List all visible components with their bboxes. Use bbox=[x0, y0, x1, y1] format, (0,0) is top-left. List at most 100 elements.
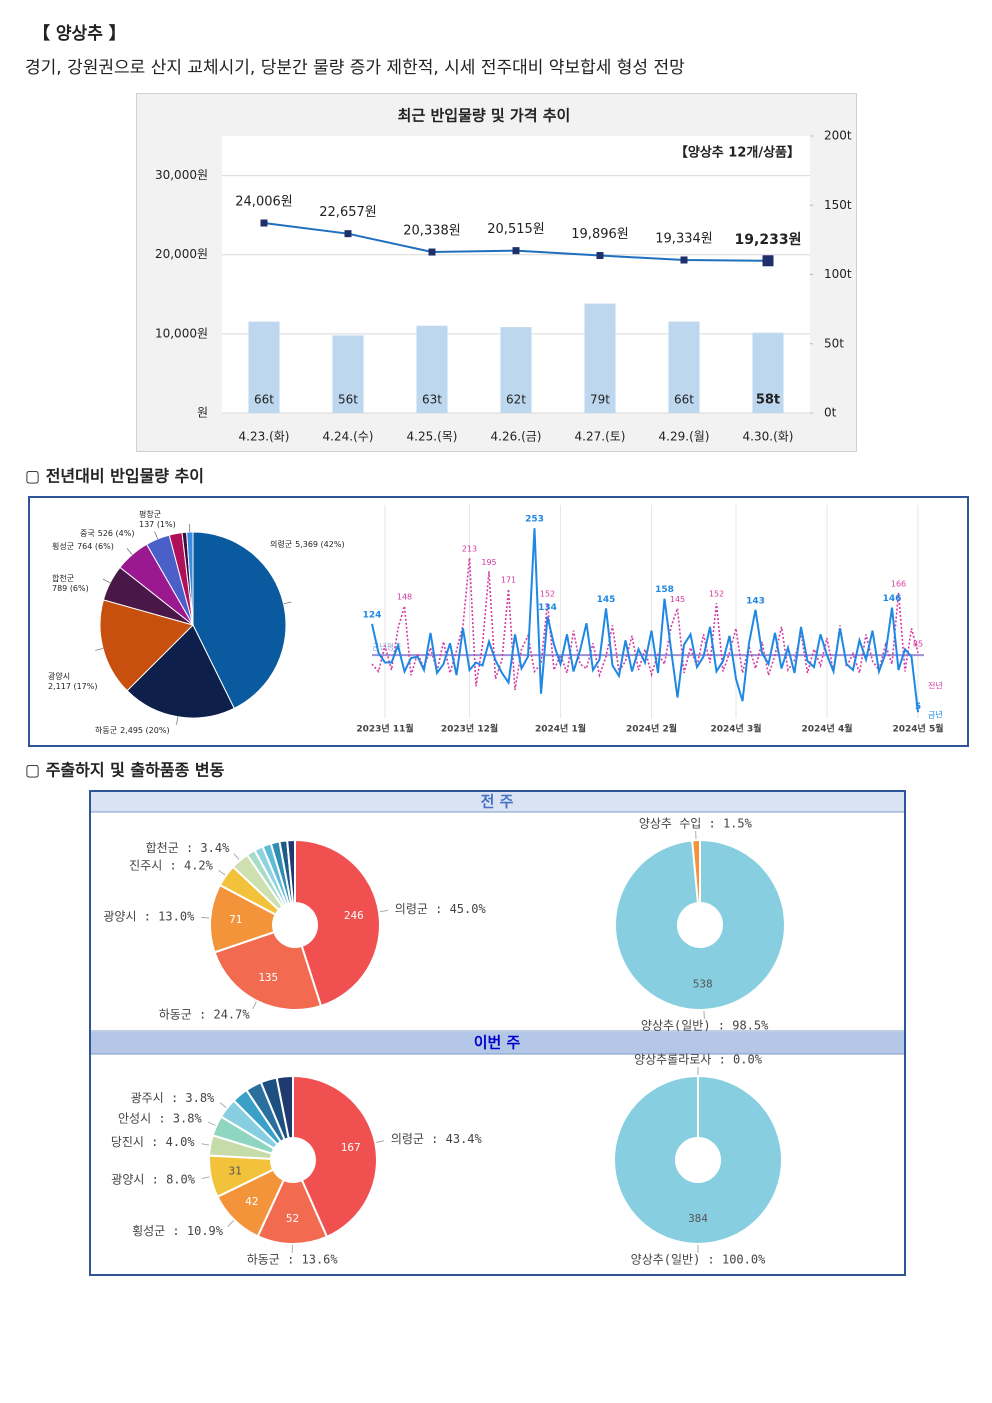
annotation: 금년평균 bbox=[372, 642, 401, 652]
leader-line bbox=[379, 910, 388, 913]
data-label: 166 bbox=[891, 579, 906, 588]
data-label: 384 bbox=[688, 1212, 708, 1225]
y-tick-label: 원 bbox=[197, 406, 208, 420]
bar bbox=[248, 321, 280, 413]
data-label: 246 bbox=[344, 909, 364, 922]
x-tick-label: 4.30.(화) bbox=[743, 430, 794, 444]
marker bbox=[512, 247, 520, 255]
x-tick-label: 2024년 4월 bbox=[801, 723, 852, 735]
x-tick-label: 2024년 3월 bbox=[710, 723, 761, 735]
data-label: 79t bbox=[590, 393, 610, 407]
value-label: 2,495 (20%) bbox=[120, 726, 169, 735]
slice bbox=[294, 838, 381, 1008]
slice-label: 하동군 2,495 (20%) bbox=[95, 725, 170, 735]
data-label: 167 bbox=[341, 1141, 361, 1154]
panel-title: 전 주 bbox=[481, 793, 514, 811]
leader-line bbox=[95, 648, 104, 651]
section-heading: ▢ 전년대비 반입물량 추이 bbox=[25, 467, 204, 486]
slice bbox=[614, 838, 786, 1011]
category-label: 양상추(일반) : 100.0% bbox=[631, 1253, 766, 1267]
legend-label: 전년 bbox=[928, 681, 943, 691]
marker bbox=[260, 219, 268, 227]
panel-title: 이번 주 bbox=[474, 1034, 521, 1052]
bar bbox=[500, 327, 532, 413]
leader-line bbox=[102, 578, 111, 584]
x-tick-label: 2024년 5월 bbox=[892, 723, 943, 735]
slice-label: 중국 526 (4%) bbox=[80, 529, 134, 538]
category-label: 하동군 : 13.6% bbox=[247, 1252, 339, 1266]
data-label: 213 bbox=[462, 544, 477, 553]
value-label: 764 (6%) bbox=[77, 542, 114, 551]
data-label: 134 bbox=[538, 603, 557, 613]
bar bbox=[752, 332, 784, 413]
category-label: 평창군 bbox=[139, 509, 161, 519]
data-label: 63t bbox=[422, 393, 442, 407]
category-label: 횡성군 bbox=[52, 541, 74, 551]
x-tick-label: 4.26.(금) bbox=[491, 430, 542, 444]
leader-line bbox=[227, 1220, 234, 1227]
x-tick-label: 2023년 12월 bbox=[441, 723, 498, 735]
value-label: 137 (1%) bbox=[139, 520, 176, 529]
category-label: 의령군 : 45.0% bbox=[395, 902, 487, 916]
leader-line bbox=[126, 548, 133, 555]
data-label: 19,334원 bbox=[655, 231, 712, 246]
slice-label: 합천군 789 (6%) bbox=[52, 573, 89, 593]
panel-header bbox=[91, 792, 904, 812]
data-label: 195 bbox=[481, 558, 496, 567]
data-label: 253 bbox=[525, 515, 544, 525]
slice-label: 광양시 2,117 (17%) bbox=[48, 671, 97, 691]
category-label: 진주시 : 4.2% bbox=[129, 859, 213, 873]
data-label: 538 bbox=[693, 977, 713, 990]
y-tick-label: 10,000원 bbox=[155, 326, 208, 340]
leader-line bbox=[376, 1140, 385, 1143]
annotation: 【양상추 12개/상품】 bbox=[675, 145, 800, 161]
slice-label: 횡성군 764 (6%) bbox=[52, 541, 114, 551]
data-label: 42 bbox=[245, 1195, 258, 1208]
category-label: 광양시 : 13.0% bbox=[103, 909, 195, 923]
title: 【 양상추 】 bbox=[33, 23, 126, 44]
x-tick-label: 2024년 1월 bbox=[535, 723, 586, 735]
value-label: 526 (4%) bbox=[98, 529, 135, 538]
y2-tick-label: 100t bbox=[824, 267, 852, 281]
category-label: 양상추롤라로사 : 0.0% bbox=[634, 1053, 763, 1067]
marker bbox=[428, 248, 436, 256]
leader-line bbox=[252, 1001, 257, 1010]
category-label: 하동군 : 24.7% bbox=[159, 1008, 251, 1022]
bar bbox=[332, 335, 364, 413]
y2-tick-label: 200t bbox=[824, 129, 852, 143]
leader-line bbox=[219, 1102, 227, 1108]
y2-tick-label: 150t bbox=[824, 198, 852, 212]
slice bbox=[292, 1074, 378, 1239]
data-label: 24,006원 bbox=[235, 195, 292, 210]
category-label: 중국 bbox=[80, 529, 95, 538]
category-label: 안성시 : 3.8% bbox=[118, 1112, 202, 1126]
value-label: 789 (6%) bbox=[52, 584, 89, 593]
data-label: 143 bbox=[746, 596, 765, 606]
leader-line bbox=[207, 1121, 216, 1126]
data-label: 124 bbox=[363, 610, 382, 620]
data-label: 152 bbox=[540, 590, 555, 599]
slice bbox=[286, 838, 296, 905]
y-tick-label: 30,000원 bbox=[155, 168, 208, 182]
bar bbox=[668, 321, 700, 413]
data-label: 20,338원 bbox=[403, 224, 460, 239]
data-label: 71 bbox=[229, 913, 242, 926]
marker bbox=[762, 255, 774, 267]
category-label: 양상추(일반) : 98.5% bbox=[641, 1018, 769, 1032]
data-label: 19,896원 bbox=[571, 227, 628, 242]
data-label: 31 bbox=[229, 1165, 242, 1178]
marker bbox=[680, 256, 688, 264]
slice-label: 의령군 5,369 (42%) bbox=[270, 539, 345, 549]
leader-line bbox=[233, 853, 240, 860]
leader-line bbox=[201, 1176, 210, 1179]
slice bbox=[213, 930, 323, 1011]
category-label: 하동군 bbox=[95, 725, 117, 735]
category-label: 의령군 bbox=[270, 539, 292, 549]
data-label: 52 bbox=[286, 1212, 299, 1225]
data-label: 146 bbox=[883, 594, 902, 604]
x-tick-label: 4.29.(월) bbox=[659, 430, 710, 444]
data-label: 85 bbox=[913, 639, 923, 648]
slice-label: 평창군 137 (1%) bbox=[139, 509, 176, 529]
